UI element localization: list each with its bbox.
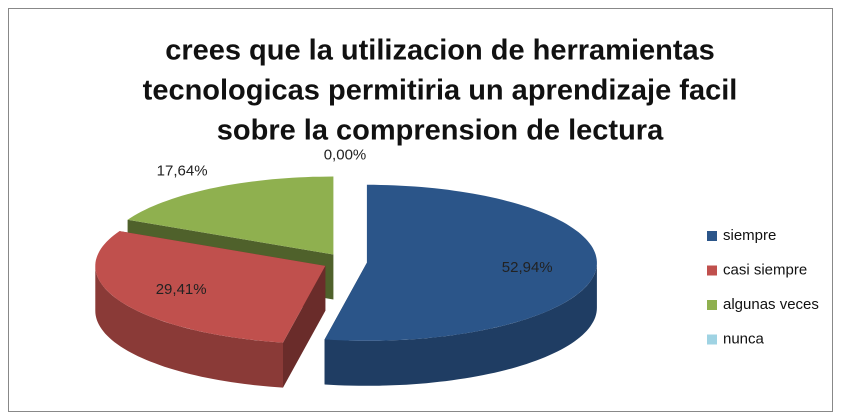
legend-label: algunas veces xyxy=(723,296,819,313)
legend-label: siempre xyxy=(723,227,776,244)
legend-swatch xyxy=(707,231,717,241)
data-label: 52,94% xyxy=(502,259,553,276)
data-label: 17,64% xyxy=(157,163,208,180)
slice-wall xyxy=(95,265,283,388)
slice xyxy=(127,176,334,255)
legend-swatch xyxy=(707,334,717,345)
chart-title: sobre la comprension de lectura xyxy=(217,115,664,147)
legend-swatch xyxy=(707,300,717,310)
data-label: 0,00% xyxy=(324,147,367,164)
slice-wall xyxy=(324,262,597,386)
chart-title: tecnologicas permitiria un aprendizaje f… xyxy=(143,75,738,107)
data-label: 29,41% xyxy=(156,281,207,298)
slice xyxy=(324,184,597,341)
legend-label: nunca xyxy=(723,330,765,347)
legend-swatch xyxy=(707,265,717,276)
legend-label: casi siempre xyxy=(723,261,807,278)
chart-title: crees que la utilizacion de herramientas xyxy=(165,35,715,67)
slice xyxy=(95,231,326,343)
